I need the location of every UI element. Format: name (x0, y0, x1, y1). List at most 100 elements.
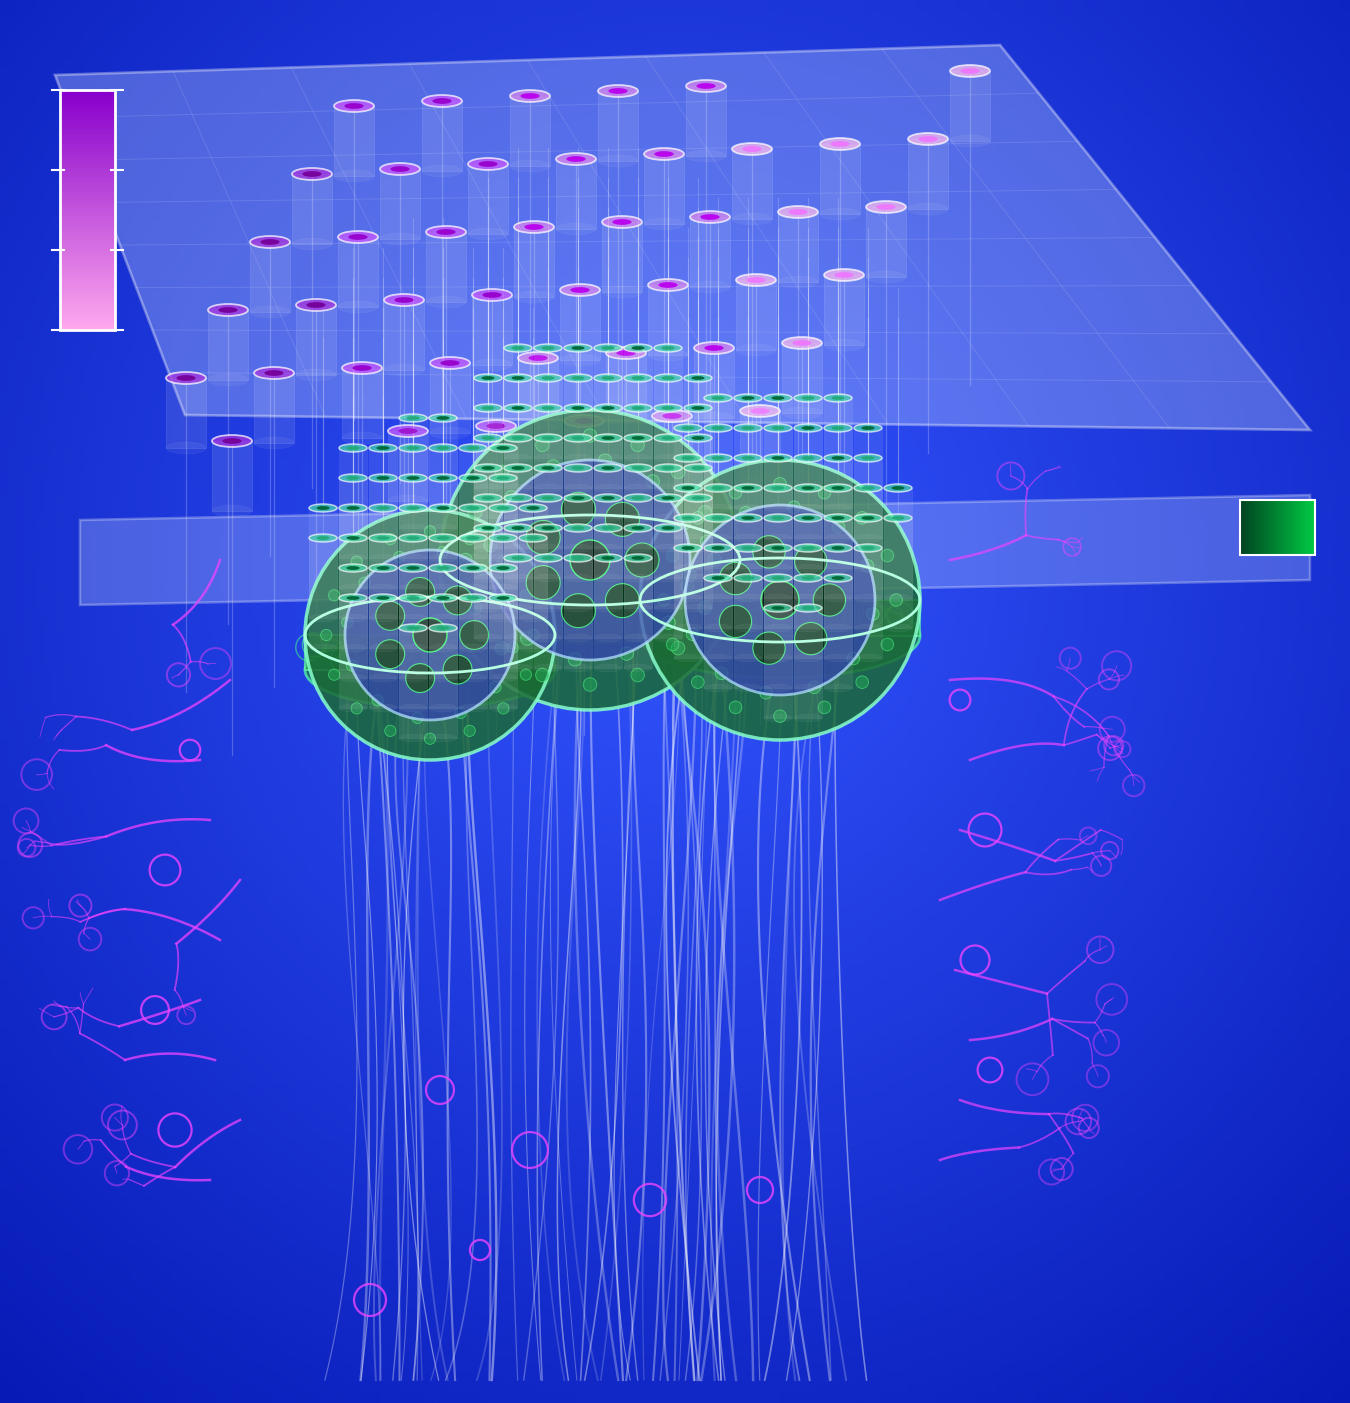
Ellipse shape (771, 485, 784, 490)
Ellipse shape (339, 443, 367, 452)
Bar (59, 136, 115, 139)
Circle shape (795, 623, 828, 655)
Ellipse shape (400, 414, 427, 422)
Polygon shape (734, 488, 761, 598)
Bar (59, 90, 115, 93)
Ellipse shape (316, 536, 329, 540)
Bar (59, 108, 115, 111)
Ellipse shape (347, 476, 359, 480)
Ellipse shape (309, 644, 338, 652)
Polygon shape (556, 159, 595, 229)
Ellipse shape (834, 272, 853, 278)
Ellipse shape (571, 288, 590, 293)
Ellipse shape (832, 546, 845, 550)
Circle shape (761, 581, 799, 619)
Bar (59, 302, 115, 304)
Ellipse shape (571, 347, 585, 349)
Ellipse shape (468, 229, 508, 240)
Ellipse shape (406, 596, 420, 600)
Polygon shape (80, 495, 1310, 605)
Polygon shape (824, 549, 852, 658)
Ellipse shape (684, 513, 711, 522)
Bar (1281, 499, 1282, 556)
Ellipse shape (764, 394, 792, 403)
Polygon shape (653, 348, 682, 457)
Circle shape (437, 547, 448, 558)
Ellipse shape (261, 239, 279, 246)
Ellipse shape (697, 83, 716, 88)
Bar (1308, 499, 1311, 556)
Circle shape (490, 460, 690, 659)
Bar (59, 152, 115, 154)
Ellipse shape (703, 394, 732, 403)
Polygon shape (734, 549, 761, 658)
Ellipse shape (617, 351, 636, 356)
Circle shape (568, 652, 582, 666)
Polygon shape (824, 488, 852, 598)
Circle shape (394, 551, 405, 563)
Ellipse shape (771, 546, 784, 550)
Ellipse shape (771, 396, 784, 400)
Bar (59, 150, 115, 153)
Polygon shape (653, 408, 682, 518)
Bar (59, 310, 115, 313)
Ellipse shape (653, 375, 682, 382)
Ellipse shape (918, 136, 938, 142)
Circle shape (856, 512, 868, 525)
Ellipse shape (377, 567, 390, 570)
Ellipse shape (423, 166, 462, 177)
Circle shape (662, 616, 675, 630)
Ellipse shape (653, 464, 682, 471)
Bar (1274, 499, 1276, 556)
Ellipse shape (682, 546, 695, 550)
Ellipse shape (653, 404, 682, 412)
Ellipse shape (564, 434, 593, 442)
Ellipse shape (518, 352, 558, 363)
Ellipse shape (734, 535, 761, 542)
Polygon shape (560, 290, 599, 361)
Ellipse shape (684, 574, 711, 582)
Ellipse shape (504, 455, 532, 462)
Ellipse shape (734, 484, 761, 492)
Ellipse shape (518, 535, 547, 542)
Bar (59, 175, 115, 178)
Ellipse shape (794, 544, 822, 551)
Ellipse shape (208, 304, 248, 316)
Circle shape (760, 686, 772, 699)
Ellipse shape (653, 523, 682, 532)
Ellipse shape (691, 376, 705, 380)
Bar (59, 142, 115, 145)
Circle shape (455, 707, 466, 718)
Polygon shape (794, 457, 822, 568)
Ellipse shape (891, 485, 904, 490)
Ellipse shape (406, 417, 420, 419)
Ellipse shape (703, 535, 732, 542)
Bar (59, 107, 115, 108)
Ellipse shape (684, 605, 711, 612)
Bar (59, 159, 115, 160)
Ellipse shape (339, 554, 367, 563)
Ellipse shape (339, 615, 367, 622)
Circle shape (807, 680, 821, 693)
Polygon shape (734, 428, 761, 537)
Ellipse shape (431, 356, 470, 369)
Ellipse shape (734, 685, 761, 692)
Ellipse shape (653, 605, 682, 612)
Ellipse shape (659, 282, 678, 288)
Ellipse shape (594, 494, 622, 502)
Ellipse shape (436, 229, 455, 234)
Ellipse shape (166, 372, 207, 384)
Circle shape (598, 455, 612, 467)
Bar (59, 320, 115, 323)
Ellipse shape (771, 606, 784, 610)
Ellipse shape (819, 208, 860, 220)
Polygon shape (504, 348, 532, 457)
Ellipse shape (734, 504, 761, 512)
Ellipse shape (624, 464, 652, 471)
Polygon shape (518, 508, 547, 617)
Polygon shape (474, 498, 502, 607)
Polygon shape (333, 107, 374, 175)
Ellipse shape (771, 427, 784, 429)
Ellipse shape (369, 504, 397, 512)
Ellipse shape (606, 347, 647, 359)
